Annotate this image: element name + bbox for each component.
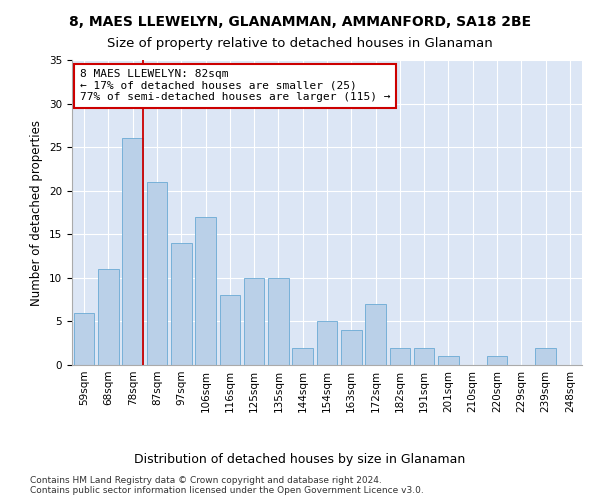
Bar xyxy=(171,243,191,365)
Bar xyxy=(414,348,434,365)
Bar xyxy=(535,348,556,365)
Bar xyxy=(74,312,94,365)
Bar xyxy=(292,348,313,365)
Y-axis label: Number of detached properties: Number of detached properties xyxy=(31,120,43,306)
Text: Contains HM Land Registry data © Crown copyright and database right 2024.
Contai: Contains HM Land Registry data © Crown c… xyxy=(30,476,424,495)
Bar xyxy=(98,269,119,365)
Bar xyxy=(487,356,508,365)
Bar xyxy=(438,356,459,365)
Bar xyxy=(365,304,386,365)
Text: Distribution of detached houses by size in Glanaman: Distribution of detached houses by size … xyxy=(134,452,466,466)
Bar xyxy=(195,217,216,365)
Bar xyxy=(122,138,143,365)
Bar xyxy=(268,278,289,365)
Bar xyxy=(146,182,167,365)
Bar xyxy=(317,322,337,365)
Text: Size of property relative to detached houses in Glanaman: Size of property relative to detached ho… xyxy=(107,38,493,51)
Text: 8, MAES LLEWELYN, GLANAMMAN, AMMANFORD, SA18 2BE: 8, MAES LLEWELYN, GLANAMMAN, AMMANFORD, … xyxy=(69,15,531,29)
Bar xyxy=(244,278,265,365)
Bar xyxy=(341,330,362,365)
Bar xyxy=(389,348,410,365)
Text: 8 MAES LLEWELYN: 82sqm
← 17% of detached houses are smaller (25)
77% of semi-det: 8 MAES LLEWELYN: 82sqm ← 17% of detached… xyxy=(80,69,390,102)
Bar xyxy=(220,296,240,365)
